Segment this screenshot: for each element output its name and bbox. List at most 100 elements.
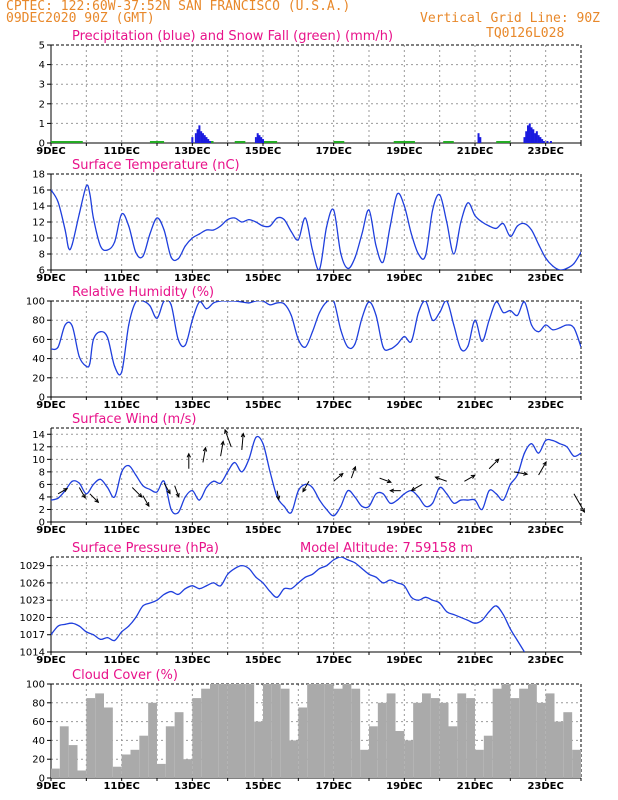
header-vertical-grid-line: Vertical Grid Line: 90Z — [420, 11, 601, 26]
cloud-bar — [201, 688, 210, 778]
data-point-pressure — [106, 637, 109, 639]
x-tick-label: 9DEC — [36, 655, 65, 666]
data-point-temperature — [488, 225, 490, 227]
data-point-wind — [149, 488, 151, 491]
precip-bar — [258, 135, 261, 143]
precip-bar — [542, 141, 545, 143]
data-point-humidity — [410, 340, 412, 342]
data-point-pressure — [516, 639, 519, 642]
data-point-pressure — [382, 582, 384, 584]
data-point-pressure — [184, 588, 186, 590]
data-point-wind — [573, 455, 575, 457]
data-point-temperature — [170, 256, 172, 258]
cloud-bar — [422, 693, 431, 778]
y-tick-label: 1029 — [20, 561, 45, 572]
data-point-humidity — [262, 301, 264, 302]
data-point-temperature — [89, 193, 91, 195]
cloud-bar — [395, 731, 405, 778]
data-point-humidity — [177, 338, 179, 340]
data-point-temperature — [68, 247, 70, 249]
wind-vector-shaft — [142, 495, 150, 507]
y-tick-label: 60 — [32, 717, 45, 728]
data-point-pressure — [142, 605, 144, 607]
cloud-bar — [342, 684, 352, 778]
cloud-bar — [236, 684, 246, 778]
wind-vector-head — [145, 502, 150, 508]
data-point-temperature — [573, 263, 575, 265]
snow-bar — [234, 141, 246, 143]
data-point-temperature — [227, 219, 229, 221]
data-point-pressure — [57, 625, 59, 627]
data-point-humidity — [121, 371, 123, 373]
data-point-pressure — [85, 631, 87, 633]
data-point-wind — [57, 497, 59, 499]
data-point-wind — [156, 491, 158, 493]
data-point-humidity — [396, 343, 398, 345]
snow-bar — [51, 141, 83, 143]
cloud-bar — [165, 726, 175, 778]
x-tick-label: 11DEC — [103, 655, 139, 666]
x-tick-label: 19DEC — [386, 525, 422, 536]
data-point-humidity — [283, 303, 285, 305]
data-point-temperature — [481, 221, 483, 223]
x-tick-label: 11DEC — [103, 273, 139, 284]
data-point-pressure — [417, 599, 420, 601]
data-point-temperature — [114, 241, 116, 243]
wind-vector-head — [137, 493, 143, 498]
data-point-humidity — [530, 324, 533, 326]
data-point-wind — [467, 499, 469, 501]
data-point-humidity — [128, 324, 130, 326]
wind-vector-shaft — [513, 471, 528, 475]
y-tick-label: 1023 — [20, 596, 45, 607]
data-point-humidity — [368, 301, 370, 303]
data-point-temperature — [177, 258, 179, 260]
data-point-temperature — [439, 194, 441, 196]
data-point-wind — [241, 471, 243, 473]
data-point-wind — [191, 490, 193, 492]
header-station-line: CPTEC: 122:60W-37:52N SAN FRANCISCO (U.S… — [6, 0, 351, 14]
wind-vector-shaft — [464, 474, 476, 482]
snow-bar — [263, 141, 278, 143]
wind-vector-shaft — [573, 493, 585, 513]
data-point-pressure — [403, 585, 405, 587]
cloud-bar — [139, 735, 149, 778]
data-point-temperature — [417, 253, 420, 255]
data-point-temperature — [460, 221, 462, 223]
precip-bar — [534, 133, 537, 143]
wind-vector-shaft — [333, 473, 344, 482]
cloud-bar — [95, 693, 104, 778]
data-point-humidity — [64, 324, 66, 326]
data-point-temperature — [361, 233, 363, 235]
y-tick-label: 14 — [32, 202, 45, 213]
precip-bar — [262, 139, 264, 143]
data-point-wind — [163, 480, 165, 482]
cloud-bar — [183, 759, 193, 778]
data-point-humidity — [354, 343, 356, 345]
data-point-pressure — [212, 582, 215, 584]
data-point-pressure — [340, 557, 342, 558]
data-point-wind — [368, 505, 370, 507]
x-tick-label: 21DEC — [457, 781, 493, 792]
data-point-pressure — [170, 590, 172, 593]
cloud-bar — [483, 735, 493, 778]
data-point-pressure — [78, 625, 80, 627]
data-point-temperature — [410, 233, 412, 235]
data-point-temperature — [51, 189, 52, 191]
data-point-humidity — [276, 302, 278, 304]
data-point-temperature — [304, 217, 306, 219]
data-point-wind — [212, 480, 215, 482]
data-point-wind — [361, 505, 363, 507]
wind-vector-head — [386, 479, 392, 484]
data-point-wind — [234, 461, 236, 464]
data-point-humidity — [545, 324, 547, 326]
data-point-wind — [432, 502, 434, 504]
data-point-temperature — [509, 235, 511, 237]
data-point-humidity — [488, 319, 490, 321]
data-point-humidity — [361, 317, 363, 319]
precip-bar — [537, 135, 540, 143]
data-point-wind — [78, 482, 80, 484]
data-point-humidity — [516, 314, 519, 316]
cloud-bar — [316, 684, 325, 778]
data-point-wind — [114, 496, 116, 498]
